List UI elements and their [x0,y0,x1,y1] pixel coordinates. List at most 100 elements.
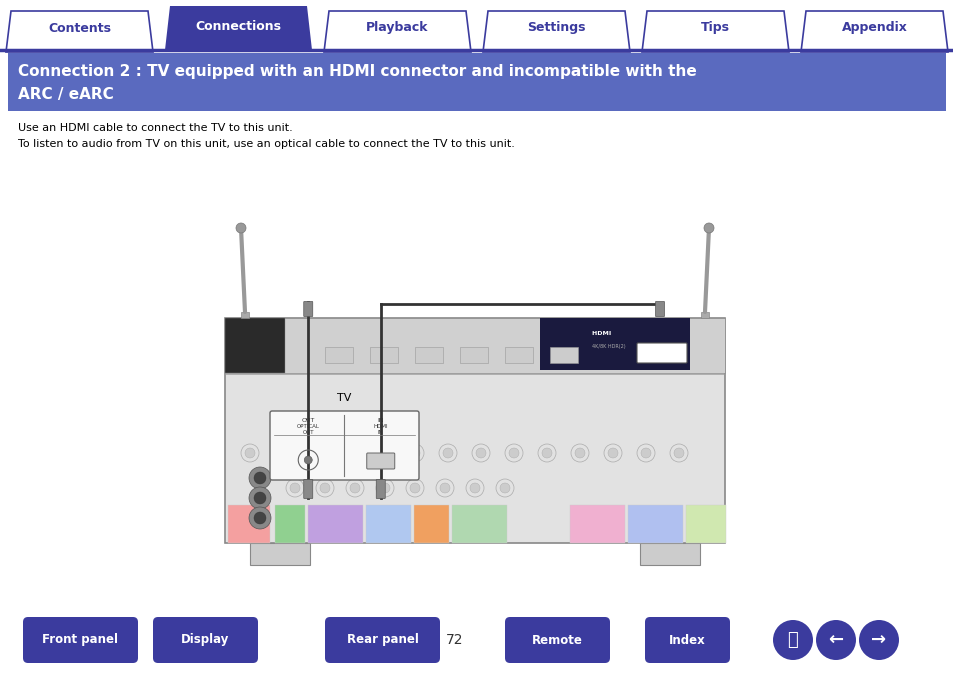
Text: 🏠: 🏠 [787,631,798,649]
Circle shape [319,483,330,493]
Circle shape [379,483,390,493]
Circle shape [575,448,584,458]
Text: 4K/8K HDR(2): 4K/8K HDR(2) [592,344,625,349]
Bar [225,318,724,543]
Bar [415,347,442,363]
Text: ARC / eARC: ARC / eARC [18,87,113,102]
Bar [325,347,353,363]
Bar [228,505,270,543]
Text: 72: 72 [446,633,463,647]
FancyBboxPatch shape [655,302,664,316]
Polygon shape [641,11,788,52]
Text: OUT: OUT [301,417,314,423]
Circle shape [235,223,246,233]
Text: Connections: Connections [195,20,281,32]
FancyBboxPatch shape [375,479,385,499]
Text: ←: ← [827,631,842,649]
Text: Display: Display [181,633,230,647]
Circle shape [410,448,419,458]
Text: →: → [870,631,885,649]
Bar [241,312,249,318]
Circle shape [253,472,266,484]
Bar [569,505,624,543]
Text: Settings: Settings [527,22,585,34]
FancyBboxPatch shape [637,343,686,363]
Text: Remote: Remote [532,633,582,647]
Text: Connection 2 : TV equipped with an HDMI connector and incompatible with the: Connection 2 : TV equipped with an HDMI … [18,64,696,79]
Circle shape [509,448,518,458]
Circle shape [253,512,266,524]
FancyBboxPatch shape [152,617,257,663]
Text: IN: IN [377,431,383,435]
Bar [225,318,285,373]
Circle shape [249,487,271,509]
Circle shape [410,483,419,493]
Circle shape [442,448,453,458]
Bar [550,347,578,363]
Circle shape [476,448,485,458]
FancyBboxPatch shape [270,411,418,480]
Circle shape [541,448,552,458]
Circle shape [249,507,271,529]
Circle shape [673,448,683,458]
Bar [274,505,305,543]
Bar [8,53,945,111]
Text: Tips: Tips [700,22,729,34]
Bar [370,347,397,363]
Bar [639,543,700,565]
Polygon shape [165,6,312,50]
Bar [700,312,708,318]
Bar [685,505,725,543]
Circle shape [376,448,387,458]
Text: Playback: Playback [366,22,428,34]
Bar [504,347,533,363]
Circle shape [344,448,354,458]
FancyBboxPatch shape [23,617,138,663]
Circle shape [858,620,898,660]
Circle shape [249,467,271,489]
Circle shape [290,483,299,493]
FancyBboxPatch shape [366,453,395,469]
Text: Contents: Contents [48,22,111,34]
Bar [250,543,310,565]
Text: Rear panel: Rear panel [346,633,418,647]
Polygon shape [482,11,629,52]
Bar [225,318,724,373]
Circle shape [439,483,450,493]
Text: Use an HDMI cable to connect the TV to this unit.: Use an HDMI cable to connect the TV to t… [18,123,293,133]
Circle shape [607,448,618,458]
Text: Index: Index [668,633,705,647]
Text: HDMI: HDMI [592,331,616,336]
Circle shape [253,492,266,504]
Bar [539,318,689,370]
Circle shape [772,620,812,660]
Bar [414,505,449,543]
Bar [366,505,411,543]
Text: HDMI: HDMI [373,425,388,429]
Circle shape [640,448,650,458]
Polygon shape [6,11,152,52]
FancyBboxPatch shape [644,617,729,663]
Circle shape [245,448,254,458]
FancyBboxPatch shape [504,617,609,663]
Circle shape [703,223,713,233]
Circle shape [470,483,479,493]
Bar [627,505,682,543]
Text: OUT: OUT [302,431,314,435]
Bar [459,347,488,363]
Bar [308,505,363,543]
Text: IN: IN [377,417,384,423]
Circle shape [499,483,510,493]
Text: Front panel: Front panel [43,633,118,647]
Circle shape [815,620,855,660]
Polygon shape [324,11,471,52]
Bar [452,505,506,543]
Circle shape [350,483,359,493]
Text: To listen to audio from TV on this unit, use an optical cable to connect the TV : To listen to audio from TV on this unit,… [18,139,515,149]
Text: OPTICAL: OPTICAL [296,425,319,429]
Circle shape [311,448,320,458]
FancyBboxPatch shape [303,479,313,499]
FancyBboxPatch shape [325,617,439,663]
Circle shape [304,456,312,464]
Circle shape [277,448,288,458]
